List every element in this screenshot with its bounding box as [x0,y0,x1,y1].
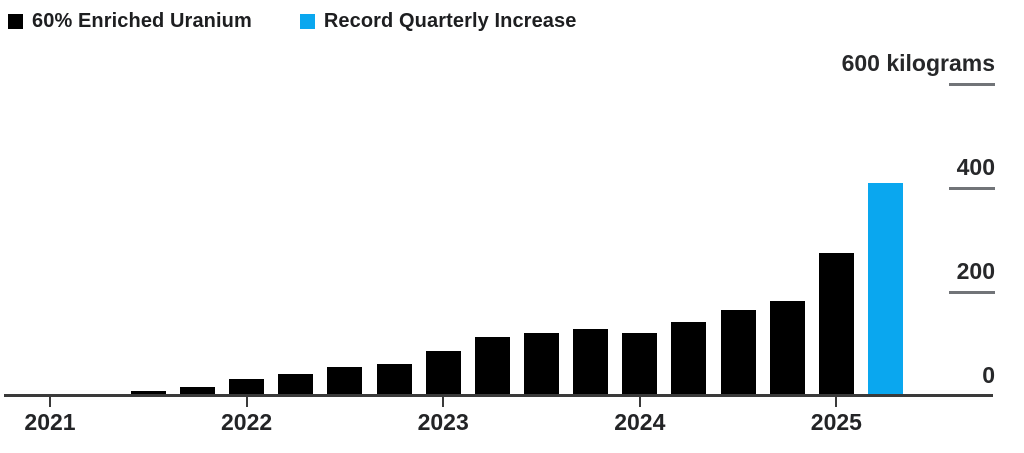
bar-2023-q3 [524,332,559,396]
legend-label-record-increase: Record Quarterly Increase [323,10,577,32]
y-tick-line-400 [949,187,995,190]
y-tick-label-200: 200 [956,258,995,284]
y-tick-label-600: 600 kilograms [841,50,995,76]
bar-2021-q3 [130,390,166,396]
blue-square-swatch-icon [299,14,315,29]
legend: 60% Enriched Uranium Record Quarterly In… [8,10,576,33]
x-tick-label-2023: 2023 [417,409,469,435]
x-tick-label-2025: 2025 [810,409,862,435]
legend-item-enriched-uranium: 60% Enriched Uranium [8,10,252,33]
bar-2023-q4 [573,329,609,396]
bar-2024-q2 [671,322,707,396]
bar-2024-q3 [720,310,756,396]
black-square-swatch-icon [8,14,23,29]
x-tick-line-2024 [638,397,641,407]
bar-2022-q3 [327,366,363,396]
y-tick-line-200 [949,291,995,294]
x-axis-baseline [4,394,993,397]
y-tick-line-600 [949,83,995,86]
bar-2021-q4 [179,386,215,396]
x-tick-label-2024: 2024 [614,409,666,435]
bar-2022-q2 [278,373,314,396]
x-tick-line-2023 [442,397,445,407]
bar-2022-q1 [229,378,265,396]
bar-2022-q4 [376,363,412,396]
y-tick-label-400: 400 [956,154,995,180]
bar-2025-q2 [868,183,904,396]
x-tick-line-2025 [835,397,838,407]
legend-label-enriched-uranium: 60% Enriched Uranium [32,10,252,32]
x-tick-label-2022: 2022 [221,409,273,435]
x-tick-line-2021 [49,397,51,407]
bar-2024-q4 [769,301,805,396]
bar-2024-q1 [622,332,658,396]
x-tick-label-2021: 2021 [24,409,76,435]
y-tick-label-0: 0 [982,362,995,388]
bar-2023-q1 [425,350,461,396]
bar-2025-q1 [818,253,854,396]
x-tick-line-2022 [245,397,248,407]
bar-2023-q2 [474,336,510,396]
legend-item-record-increase: Record Quarterly Increase [299,10,577,33]
